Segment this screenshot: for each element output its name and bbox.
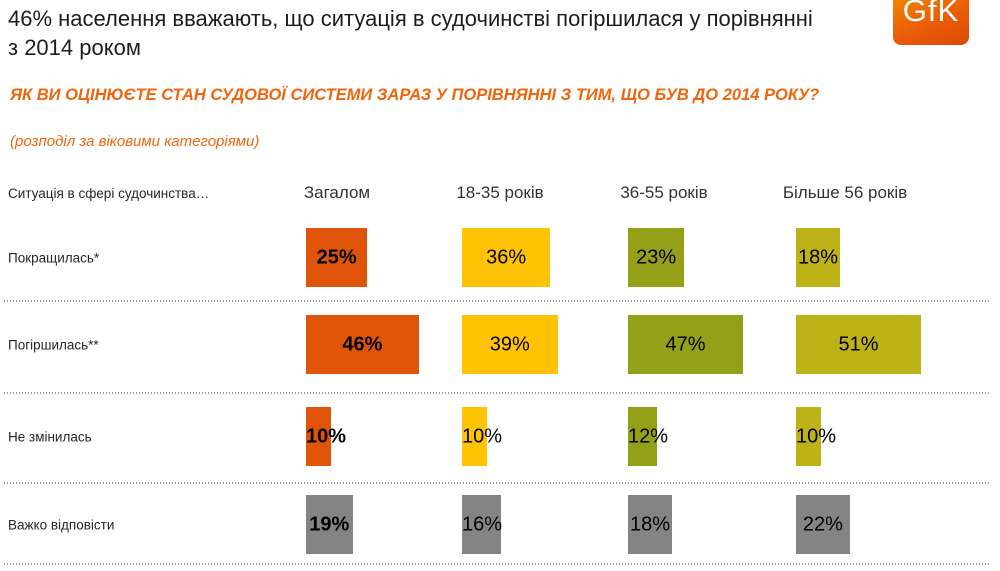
- row-label: Важко відповісти: [8, 517, 115, 532]
- value-bar: 22%: [796, 495, 850, 554]
- bar-value-label: 18%: [630, 513, 671, 535]
- survey-question: ЯК ВИ ОЦІНЮЄТЕ СТАН СУДОВОЇ СИСТЕМИ ЗАРА…: [10, 86, 820, 104]
- column-header-1: Загалом: [303, 183, 371, 202]
- value-bar: 10%: [306, 407, 346, 466]
- distribution-note: (розподіл за віковими категоріями): [10, 133, 260, 150]
- separator-line: [4, 300, 989, 302]
- bar-value-label: 39%: [489, 333, 530, 355]
- slide-title: 46% населення вважають, що ситуація в су…: [8, 6, 813, 60]
- value-bar: 23%: [628, 228, 685, 287]
- value-bar: 36%: [462, 228, 551, 287]
- bar-value-label: 51%: [838, 333, 879, 355]
- bar-value-label: 12%: [628, 425, 669, 447]
- bar-value-label: 22%: [802, 513, 843, 535]
- bar-value-label: 10%: [796, 425, 837, 447]
- row-label: Не змінилась: [8, 429, 92, 444]
- value-bar: 10%: [462, 407, 502, 466]
- bar-value-label: 18%: [798, 246, 839, 268]
- value-bar: 12%: [628, 407, 668, 466]
- bar-value-label: 47%: [665, 333, 706, 355]
- gfk-logo-text: GfK: [902, 0, 960, 28]
- row-axis-label: Ситуація в сфері судочинства…: [8, 186, 210, 201]
- bar-value-label: 36%: [486, 246, 527, 268]
- value-bar: 47%: [628, 315, 744, 374]
- bar-value-label: 25%: [316, 246, 357, 268]
- value-bar: 51%: [796, 315, 921, 374]
- gfk-logo: GfK: [893, 0, 969, 45]
- value-bar: 18%: [796, 228, 841, 287]
- value-bar: 25%: [306, 228, 368, 287]
- separator-line: [4, 563, 989, 565]
- bar-value-label: 10%: [306, 425, 347, 447]
- bar-value-label: 16%: [462, 513, 503, 535]
- value-bar: 18%: [628, 495, 673, 554]
- separator-line: [4, 482, 989, 484]
- row-label: Покращилась*: [8, 250, 100, 265]
- value-bar: 39%: [462, 315, 558, 374]
- column-header-4: Більше 56 років: [782, 183, 908, 202]
- bar-value-label: 10%: [462, 425, 503, 447]
- column-header-2: 18-35 років: [456, 183, 544, 202]
- row-label: Погіршилась**: [8, 337, 99, 352]
- value-bar: 19%: [306, 495, 353, 554]
- value-bar: 10%: [796, 407, 836, 466]
- column-header-3: 36-55 років: [620, 183, 708, 202]
- separator-line: [4, 392, 989, 394]
- bar-value-label: 46%: [342, 333, 383, 355]
- value-bar: 16%: [462, 495, 503, 554]
- bar-value-label: 19%: [309, 513, 350, 535]
- value-bar: 46%: [306, 315, 419, 374]
- bar-value-label: 23%: [636, 246, 677, 268]
